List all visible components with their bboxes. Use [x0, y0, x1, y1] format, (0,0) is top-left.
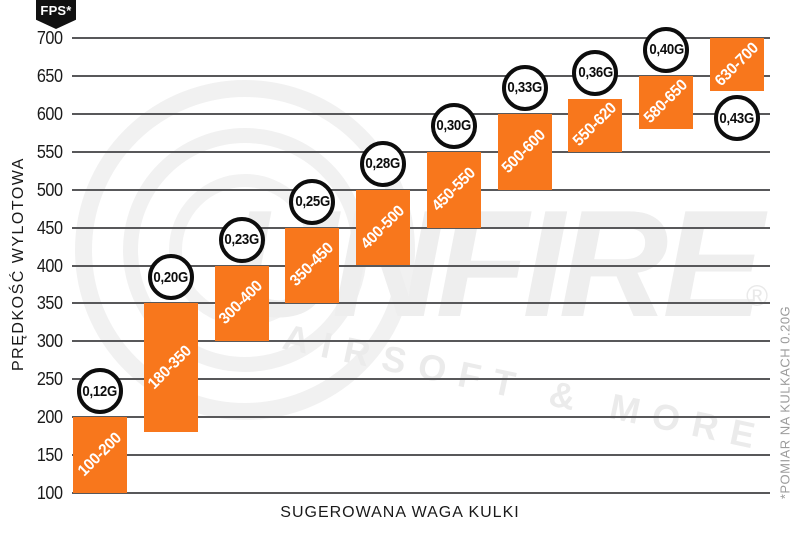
bb-weight-label: 0,43G — [719, 109, 755, 127]
bb-weight-circle-0_40G: 0,40G — [643, 26, 690, 73]
bb-weight-circle-0_23G: 0,23G — [218, 216, 265, 263]
fps-range-label: 180-350 — [145, 342, 196, 393]
y-tick-label-550: 550 — [37, 141, 63, 162]
gridline-100 — [72, 492, 770, 494]
fps-range-bar-0_33G: 500-600 — [497, 113, 552, 190]
fps-unit-badge: FPS* — [36, 0, 76, 29]
fps-range-label: 100-200 — [74, 429, 125, 480]
fps-range-bar-0_30G: 450-550 — [426, 151, 481, 228]
bb-weight-circle-0_36G: 0,36G — [572, 49, 619, 96]
gridline-650 — [72, 74, 770, 77]
y-tick-label-250: 250 — [37, 369, 63, 390]
y-tick-label-700: 700 — [37, 28, 63, 48]
measurement-footnote: *POMIAR NA KULKACH 0.20G — [777, 305, 793, 500]
bb-weight-label: 0,20G — [153, 268, 189, 286]
x-axis-title: SUGEROWANA WAGA KULKI — [280, 504, 520, 521]
bb-weight-label: 0,40G — [648, 41, 684, 59]
fps-unit-badge-label: FPS* — [40, 3, 72, 18]
fps-range-bar-0_12G: 100-200 — [73, 417, 127, 493]
fps-range-bar-0_25G: 350-450 — [285, 227, 340, 304]
gridline-450 — [72, 226, 770, 229]
y-tick-label-400: 400 — [37, 255, 63, 276]
gridline-300 — [72, 340, 770, 343]
bb-weight-label: 0,36G — [578, 64, 613, 82]
fps-range-bar-0_40G: 580-650 — [639, 75, 694, 129]
fps-range-bar-0_23G: 300-400 — [214, 265, 269, 342]
y-tick-label-200: 200 — [37, 407, 63, 428]
fps-range-label: 350-450 — [286, 240, 338, 291]
bb-weight-label: 0,28G — [365, 155, 401, 173]
bb-weight-circle-0_28G: 0,28G — [360, 140, 407, 187]
y-tick-label-350: 350 — [37, 293, 63, 314]
fps-range-bar-0_43G: 630-700 — [710, 38, 765, 92]
gridline-350 — [72, 302, 770, 305]
gridline-400 — [72, 264, 770, 267]
fps-range-label: 400-500 — [357, 202, 408, 253]
bb-weight-label: 0,12G — [82, 382, 118, 400]
y-tick-label-300: 300 — [37, 331, 63, 352]
fps-range-bar-0_28G: 400-500 — [356, 189, 411, 266]
y-tick-label-600: 600 — [37, 103, 63, 124]
bb-weight-circle-0_20G: 0,20G — [147, 254, 194, 301]
gridline-150 — [72, 454, 770, 457]
gridline-700 — [72, 37, 770, 39]
y-tick-label-150: 150 — [37, 445, 63, 466]
gridline-600 — [72, 112, 770, 115]
gridline-500 — [72, 188, 770, 191]
fps-range-label: 500-600 — [499, 126, 550, 177]
y-tick-label-650: 650 — [37, 65, 63, 86]
bb-weight-circle-0_12G: 0,12G — [77, 368, 123, 415]
y-tick-label-450: 450 — [37, 217, 63, 238]
fps-range-bar-0_20G: 180-350 — [143, 303, 198, 433]
bb-weight-circle-0_30G: 0,30G — [430, 102, 477, 149]
y-tick-label-500: 500 — [37, 179, 63, 200]
fps-range-label: 580-650 — [640, 77, 691, 128]
fps-range-bar-0_36G: 550-620 — [568, 98, 623, 152]
watermark-tagline-text: AIRSOFT & MORE — [279, 316, 772, 459]
y-axis-title: PRĘDKOŚĆ WYLOTOWA — [10, 157, 27, 371]
fps-range-label: 630-700 — [711, 39, 762, 90]
registered-trademark-icon: ® — [746, 280, 769, 313]
bb-weight-label: 0,23G — [224, 231, 259, 248]
fps-range-label: 550-620 — [570, 99, 621, 150]
y-tick-label-100: 100 — [37, 483, 63, 503]
bb-weight-label: 0,33G — [507, 79, 542, 97]
fps-range-label: 300-400 — [216, 278, 267, 329]
bb-weight-circle-0_25G: 0,25G — [289, 178, 336, 225]
fps-range-label: 450-550 — [428, 164, 479, 215]
gridline-250 — [72, 378, 770, 381]
bb-weight-label: 0,25G — [295, 193, 330, 211]
bb-weight-circle-0_43G: 0,43G — [714, 95, 761, 142]
gridline-550 — [72, 150, 770, 153]
bb-weight-circle-0_33G: 0,33G — [501, 64, 548, 111]
gridline-200 — [72, 416, 770, 419]
bb-weight-label: 0,30G — [436, 117, 472, 135]
